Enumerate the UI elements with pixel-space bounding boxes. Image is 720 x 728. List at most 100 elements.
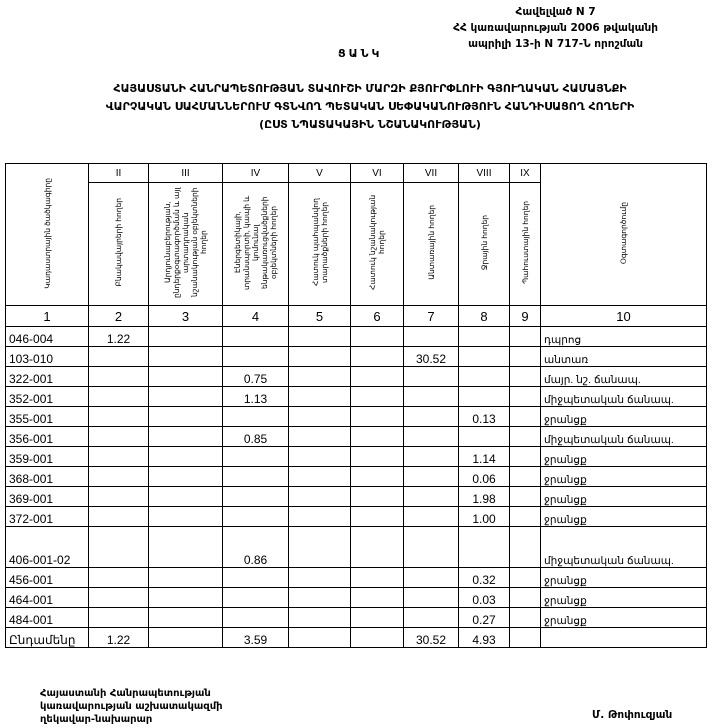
column-header-label: Հատուկ պահպանվող տարածքների հողեր xyxy=(310,198,329,287)
cadastral-code: 484-001 xyxy=(5,607,89,628)
area-value xyxy=(148,446,223,467)
area-value xyxy=(509,526,541,568)
table-row: 046-004 1.22 դպրոց xyxy=(5,326,707,347)
cadastral-code: 322-001 xyxy=(5,366,89,387)
table-row: 322-001 0.75 մայր. նշ. ճանապ. xyxy=(5,366,707,387)
position-line: կառավարության աշխատակազմի xyxy=(40,701,223,712)
area-value xyxy=(509,587,541,608)
column-roman-numeral: IX xyxy=(509,163,541,183)
area-value xyxy=(403,426,459,447)
column-header: Հատուկ նշանակության հողեր xyxy=(350,182,404,306)
table-row: 372-001 1.00 ջրանցք xyxy=(5,506,707,527)
area-value xyxy=(350,426,404,447)
cadastral-code: 352-001 xyxy=(5,386,89,407)
cadastral-code: 372-001 xyxy=(5,506,89,527)
area-value xyxy=(288,366,351,387)
area-value: 1.00 xyxy=(458,506,510,527)
area-value xyxy=(88,526,149,568)
column-number: 10 xyxy=(540,305,707,327)
total-label: Ընդամենը xyxy=(5,627,89,648)
area-value xyxy=(403,386,459,407)
area-value xyxy=(509,406,541,427)
area-value xyxy=(88,567,149,588)
area-value xyxy=(350,406,404,427)
area-value xyxy=(350,326,404,347)
cadastral-code: 406-001-02 xyxy=(5,526,89,568)
area-value xyxy=(148,587,223,608)
cadastral-code: 456-001 xyxy=(5,567,89,588)
table-row: 368-001 0.06 ջրանցք xyxy=(5,466,707,487)
land-use: ջրանցք xyxy=(540,567,707,588)
column-header: Անտառային հողեր xyxy=(403,182,459,306)
total-value xyxy=(540,627,707,648)
cadastral-code: 369-001 xyxy=(5,486,89,507)
annex-line: ՀՀ կառավարության 2006 թվականի xyxy=(453,22,658,34)
area-value: 0.32 xyxy=(458,567,510,588)
area-value xyxy=(88,386,149,407)
area-value xyxy=(350,526,404,568)
column-number: 7 xyxy=(403,305,459,327)
area-value xyxy=(88,506,149,527)
signatory-position: Հայաստանի Հանրապետության կառավարության ա… xyxy=(40,687,223,726)
area-value xyxy=(458,346,510,367)
area-value xyxy=(509,326,541,347)
land-use: դպրոց xyxy=(540,326,707,347)
column-header: Կադաստրային ծածկագիրը xyxy=(5,163,89,306)
area-value xyxy=(88,366,149,387)
area-value xyxy=(88,486,149,507)
column-header-label: Անտառային հողեր xyxy=(426,205,436,280)
area-value xyxy=(350,346,404,367)
area-value xyxy=(509,506,541,527)
area-value xyxy=(222,446,289,467)
area-value xyxy=(403,506,459,527)
list-title: ՑԱՆԿ xyxy=(338,47,383,60)
area-value: 0.27 xyxy=(458,607,510,628)
land-use: ջրանցք xyxy=(540,506,707,527)
area-value xyxy=(403,567,459,588)
land-use: մայր. նշ. ճանապ. xyxy=(540,366,707,387)
area-value xyxy=(403,526,459,568)
land-use: անտառ xyxy=(540,346,707,367)
cadastral-code: 356-001 xyxy=(5,426,89,447)
column-roman-numeral: III xyxy=(148,163,223,183)
area-value xyxy=(288,567,351,588)
area-value xyxy=(458,366,510,387)
area-value xyxy=(148,486,223,507)
area-value xyxy=(288,426,351,447)
table-row: 103-010 30.52 անտառ xyxy=(5,346,707,367)
area-value xyxy=(403,466,459,487)
area-value xyxy=(288,346,351,367)
column-header-label: Օգտագործումը xyxy=(619,201,628,265)
column-header-label: Հատուկ նշանակության հողեր xyxy=(368,194,386,291)
title-line: ՎԱՐՉԱԿԱՆ ՍԱՀՄԱՆՆԵՐՈՒՄ ԳՏՆՎՈՂ ՊԵՏԱԿԱՆ ՍԵՓ… xyxy=(105,100,635,113)
area-value: 0.06 xyxy=(458,466,510,487)
cadastral-code: 355-001 xyxy=(5,406,89,427)
total-value: 1.22 xyxy=(88,627,149,648)
area-value xyxy=(88,466,149,487)
area-value xyxy=(350,486,404,507)
area-value xyxy=(148,466,223,487)
area-value xyxy=(88,346,149,367)
table-row: 456-001 0.32 ջրանցք xyxy=(5,567,707,588)
land-table: Կադաստրային ծածկագիրը II III IV V VI VII VIII IX… xyxy=(5,163,707,648)
area-value xyxy=(148,406,223,427)
column-number: 9 xyxy=(509,305,541,327)
column-header: Արդյունաբերության, ընդերքօգտագործման և ա… xyxy=(148,182,223,306)
total-value xyxy=(288,627,351,648)
area-value xyxy=(222,567,289,588)
area-value: 0.75 xyxy=(222,366,289,387)
total-row: Ընդամենը 1.22 3.59 30.52 4.93 xyxy=(5,627,707,648)
table-row: 356-001 0.85 միջպետական ճանապ. xyxy=(5,426,707,447)
area-value xyxy=(148,526,223,568)
area-value xyxy=(88,446,149,467)
area-value xyxy=(403,587,459,608)
area-value xyxy=(88,426,149,447)
area-value xyxy=(288,607,351,628)
area-value: 0.85 xyxy=(222,426,289,447)
area-value xyxy=(288,386,351,407)
cadastral-code: 046-004 xyxy=(5,326,89,347)
area-value xyxy=(403,446,459,467)
cadastral-code: 368-001 xyxy=(5,466,89,487)
total-value: 30.52 xyxy=(403,627,459,648)
